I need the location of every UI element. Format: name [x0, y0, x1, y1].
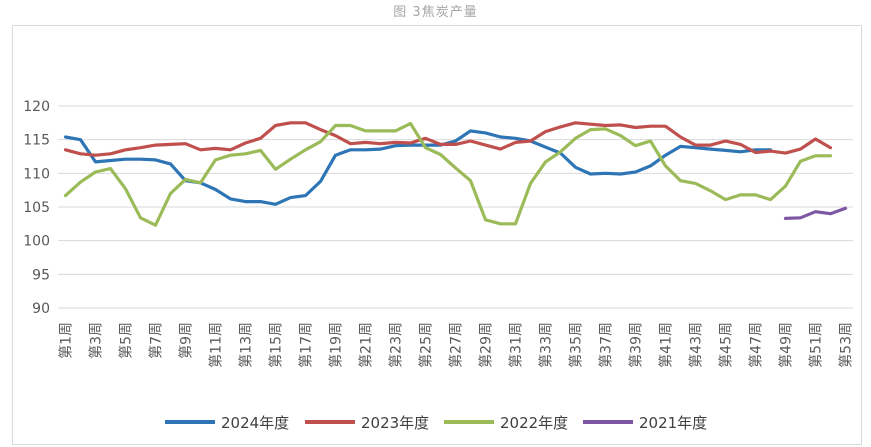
x-tick-label: 第37周: [598, 322, 615, 368]
legend-label: 2022年度: [500, 414, 568, 432]
x-tick-label: 第3周: [88, 322, 105, 359]
x-tick-label: 第17周: [298, 322, 315, 368]
x-tick-label: 第47周: [748, 322, 765, 368]
series-lines: [63, 121, 848, 227]
series-line-2023年度: [63, 121, 833, 157]
series-line-2021年度: [783, 206, 848, 220]
x-tick-label: 第7周: [148, 322, 165, 359]
legend: 2024年度 2023年度 2022年度 2021年度: [165, 414, 707, 432]
x-tick-label: 第45周: [718, 322, 735, 368]
legend-label: 2021年度: [639, 414, 707, 432]
x-tick-label: 第35周: [568, 322, 585, 368]
y-tick-label: 105: [23, 200, 50, 216]
x-tick-label: 第33周: [538, 322, 555, 368]
x-tick-label: 第29周: [478, 322, 495, 368]
x-tick-label: 第27周: [448, 322, 465, 368]
x-tick-label: 第31周: [508, 322, 525, 368]
y-tick-label: 90: [32, 301, 50, 317]
y-tick-label: 95: [32, 267, 50, 283]
x-tick-label: 第9周: [178, 322, 195, 359]
x-tick-label: 第39周: [628, 322, 645, 368]
x-tick-label: 第21周: [358, 322, 375, 368]
x-tick-label: 第11周: [208, 322, 225, 368]
x-tick-label: 第1周: [58, 322, 75, 359]
x-tick-label: 第13周: [238, 322, 255, 368]
x-tick-label: 第5周: [118, 322, 135, 359]
y-tick-label: 120: [23, 99, 50, 115]
x-tick-label: 第19周: [328, 322, 345, 368]
x-tick-label: 第43周: [688, 322, 705, 368]
x-tick-label: 第41周: [658, 322, 675, 368]
y-tick-label: 100: [23, 234, 50, 250]
legend-label: 2023年度: [361, 414, 429, 432]
legend-label: 2024年度: [221, 414, 289, 432]
x-tick-label: 第15周: [268, 322, 285, 368]
chart-frame: [12, 25, 862, 445]
series-line-2024年度: [63, 129, 773, 206]
y-tick-label: 110: [23, 166, 50, 182]
series-line-2022年度: [63, 121, 833, 227]
x-tick-labels: 第1周 第3周 第5周 第7周 第9周 第11周 第13周 第15周 第17周 第19周 第21周第…: [58, 322, 855, 368]
x-tick-label: 第25周: [418, 322, 435, 368]
x-tick-label: 第23周: [388, 322, 405, 368]
grid-lines: [58, 105, 853, 309]
y-tick-labels: 90 95 100 105 110 115 120: [23, 99, 50, 317]
chart-caption: 图 3焦炭产量: [393, 5, 478, 20]
x-tick-label: 第49周: [778, 322, 795, 368]
x-tick-label: 第51周: [808, 322, 825, 368]
y-tick-label: 115: [23, 133, 50, 149]
x-tick-label: 第53周: [838, 322, 855, 368]
